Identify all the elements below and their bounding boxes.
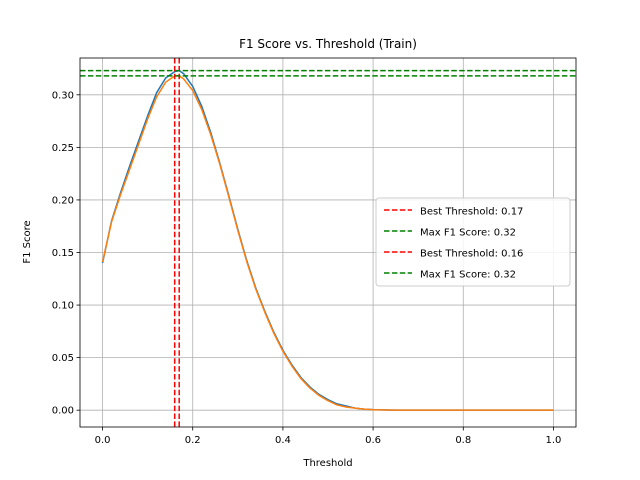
y-tick-label: 0.20 <box>52 195 74 206</box>
chart-title: F1 Score vs. Threshold (Train) <box>239 37 417 51</box>
x-tick-label: 1.0 <box>546 435 562 446</box>
legend: Best Threshold: 0.17 Max F1 Score: 0.32 … <box>375 197 571 287</box>
plot-frame <box>79 57 577 428</box>
axis-ticks: 0.0 0.2 0.4 0.6 0.8 1.0 0.00 0.05 0.10 0.15 0.20 0.… <box>52 90 562 446</box>
reference-lines <box>80 58 576 427</box>
y-tick-label: 0.05 <box>52 353 74 364</box>
y-axis-label: F1 Score <box>22 220 33 263</box>
legend-label-best-threshold-2: Best Threshold: 0.16 <box>420 249 523 260</box>
y-tick-label: 0.15 <box>52 248 74 259</box>
y-tick-label: 0.30 <box>52 90 74 101</box>
x-tick-label: 0.8 <box>455 435 471 446</box>
x-tick-label: 0.0 <box>95 435 111 446</box>
y-tick-label: 0.10 <box>52 301 74 312</box>
legend-label-max-f1-1: Max F1 Score: 0.32 <box>420 228 516 239</box>
f1-series-line-2 <box>101 75 554 411</box>
x-tick-label: 0.4 <box>275 435 291 446</box>
legend-label-max-f1-2: Max F1 Score: 0.32 <box>420 270 516 281</box>
x-tick-label: 0.2 <box>185 435 201 446</box>
x-tick-label: 0.6 <box>365 435 381 446</box>
legend-box <box>375 197 571 287</box>
y-tick-label: 0.25 <box>52 143 74 154</box>
x-axis-label: Threshold <box>302 458 352 469</box>
legend-label-best-threshold-1: Best Threshold: 0.17 <box>420 207 523 218</box>
series-lines <box>101 69 554 411</box>
y-tick-label: 0.00 <box>52 406 74 417</box>
